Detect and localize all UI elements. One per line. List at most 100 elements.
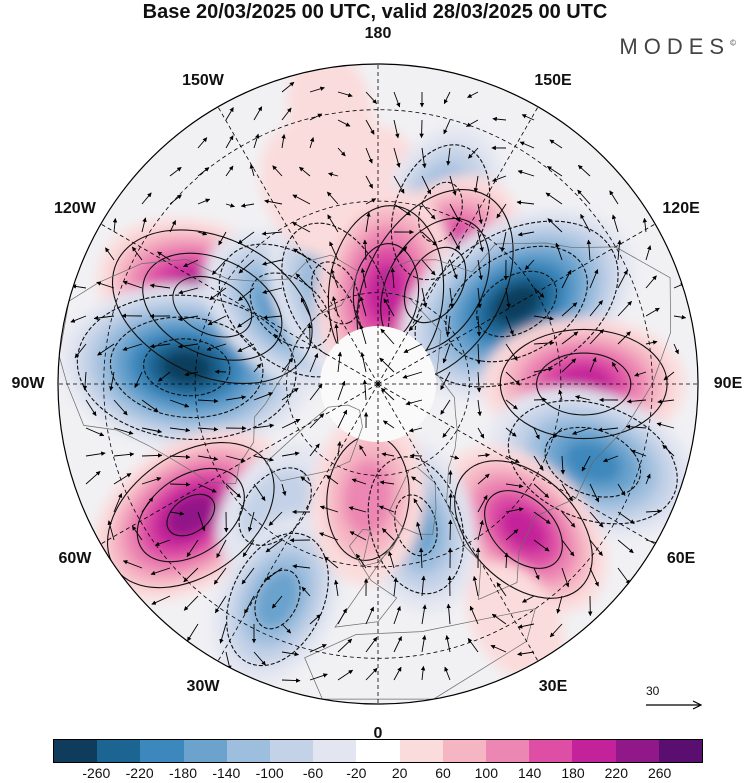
anomaly-contour: [454, 460, 593, 599]
wind-arrow: [273, 333, 283, 345]
wind-arrow: [150, 567, 171, 576]
wind-arrow: [300, 297, 311, 317]
colorbar-tick-label: -100: [255, 765, 284, 781]
wind-arrow: [519, 141, 535, 149]
wind-arrow: [261, 231, 283, 236]
wind-arrow: [309, 614, 321, 625]
wind-arrow: [477, 231, 484, 252]
wind-arrow: [626, 399, 647, 404]
wind-arrow: [533, 366, 553, 373]
wind-arrow: [262, 287, 283, 295]
wind-arrow: [206, 343, 227, 351]
wind-arrow: [521, 114, 535, 121]
wind-arrow: [467, 91, 479, 98]
anomaly-level: [287, 64, 374, 178]
wind-arrow: [359, 445, 367, 457]
wind-arrow: [281, 451, 300, 457]
wind-arrow: [445, 635, 451, 653]
wind-arrow: [476, 315, 482, 337]
wind-arrow: [448, 493, 453, 513]
wind-arrow: [253, 133, 260, 149]
wind-arrow: [362, 379, 368, 401]
wind-arrow: [381, 387, 395, 401]
wind-arrow: [645, 340, 658, 345]
wind-arrow: [477, 452, 491, 458]
meridian-line: [377, 223, 656, 385]
wind-arrow: [359, 296, 367, 317]
vector-reference-arrow: [646, 700, 703, 710]
wind-arrow: [589, 567, 599, 587]
wind-arrow: [581, 455, 591, 472]
colorbar-tick-label: 260: [647, 765, 672, 781]
wind-arrow: [443, 91, 451, 105]
wind-arrow: [533, 539, 550, 552]
wind-arrow: [505, 507, 524, 513]
meridian-line: [377, 383, 656, 545]
wind-arrow: [589, 511, 604, 528]
wind-arrow: [96, 281, 115, 289]
wind-arrow: [505, 343, 518, 361]
wind-arrow: [184, 371, 199, 377]
wind-arrow: [378, 505, 395, 513]
wind-arrow: [225, 203, 235, 208]
wind-arrow: [71, 284, 87, 289]
wind-arrow: [561, 331, 579, 345]
wind-arrow: [381, 528, 395, 541]
wind-arrow: [365, 198, 377, 205]
wind-arrow: [225, 135, 234, 149]
wind-arrow: [421, 231, 438, 246]
wind-arrow: [645, 275, 657, 289]
wind-arrow: [238, 259, 255, 274]
wind-arrow: [141, 427, 163, 434]
wind-arrow: [445, 315, 451, 337]
colorbar-tick-label: -20: [346, 765, 367, 781]
wind-arrow: [505, 455, 520, 464]
wind-arrow: [393, 175, 405, 194]
colorbar-tick-label: 20: [391, 765, 408, 781]
wind-arrow: [561, 269, 572, 289]
wind-arrow: [657, 399, 675, 404]
wind-arrow: [122, 560, 143, 569]
wind-arrow: [642, 217, 648, 233]
wind-arrow: [183, 567, 199, 583]
wind-arrow: [552, 427, 563, 439]
wind-arrow: [337, 669, 354, 681]
wind-arrow: [253, 363, 262, 373]
wind-arrow: [472, 575, 479, 597]
wind-arrow: [393, 605, 401, 625]
meridian-line: [377, 106, 539, 385]
wind-arrow: [309, 86, 325, 93]
colorbar-tick-label: 60: [435, 765, 451, 781]
wind-arrow: [517, 623, 535, 629]
wind-arrow: [169, 427, 191, 433]
wind-arrow: [572, 427, 591, 435]
wind-arrow: [271, 595, 283, 609]
wind-arrow: [561, 511, 576, 528]
wind-arrow: [589, 483, 600, 503]
wind-arrow: [169, 220, 177, 233]
wind-arrow: [561, 302, 578, 317]
wind-arrow: [292, 222, 311, 233]
wind-arrow: [466, 119, 479, 127]
wind-arrow: [348, 506, 367, 513]
wind-arrow: [411, 476, 423, 485]
wind-arrow: [177, 343, 199, 349]
longitude-label: 30E: [538, 678, 568, 696]
wind-arrow: [265, 539, 283, 553]
wind-arrow: [331, 296, 339, 317]
wind-arrow: [131, 246, 143, 261]
wind-arrow: [393, 246, 408, 261]
wind-arrow: [673, 343, 679, 355]
wind-arrow: [440, 399, 451, 415]
wind-arrow: [440, 371, 451, 391]
wind-arrow: [505, 399, 518, 410]
wind-arrow: [413, 498, 423, 513]
meridian-line: [100, 223, 379, 385]
wind-arrow: [186, 539, 199, 558]
wind-arrow: [281, 81, 295, 93]
wind-arrow: [242, 539, 255, 558]
wind-arrow: [134, 371, 143, 389]
wind-arrow: [225, 395, 247, 401]
wind-arrow: [197, 137, 208, 149]
